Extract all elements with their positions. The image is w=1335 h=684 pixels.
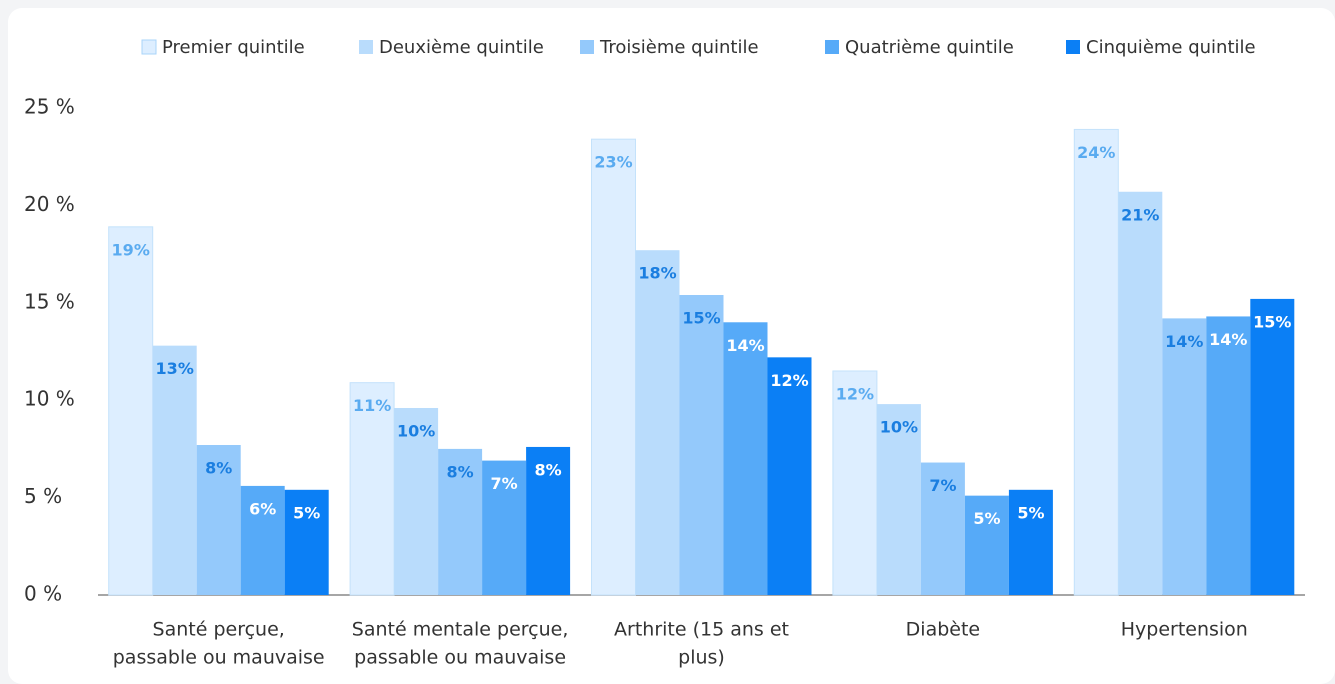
bar — [394, 407, 439, 595]
x-tick-label: Hypertension — [1121, 619, 1248, 641]
legend-swatch — [359, 40, 373, 54]
legend-label: Premier quintile — [162, 37, 305, 58]
legend-label: Deuxième quintile — [379, 37, 544, 58]
bar — [438, 448, 483, 595]
value-label: 18% — [638, 264, 676, 283]
bar — [1008, 489, 1053, 595]
value-label: 12% — [836, 384, 874, 403]
value-label: 5% — [973, 509, 1000, 528]
value-label: 11% — [353, 396, 391, 415]
value-label: 10% — [397, 421, 435, 440]
y-tick-label: 20 % — [24, 192, 75, 216]
bar — [482, 460, 527, 595]
bar — [1206, 316, 1251, 595]
bar — [240, 485, 285, 595]
bar — [964, 495, 1009, 595]
value-label: 19% — [112, 240, 150, 259]
value-label: 14% — [1165, 332, 1203, 351]
value-label: 14% — [1209, 330, 1247, 349]
value-label: 10% — [880, 418, 918, 437]
bar — [723, 322, 768, 595]
value-label: 8% — [447, 462, 474, 481]
value-label: 5% — [1017, 503, 1044, 522]
bar — [526, 446, 571, 595]
value-label: 5% — [293, 503, 320, 522]
value-label: 8% — [535, 460, 562, 479]
legend-label: Troisième quintile — [599, 37, 759, 58]
y-tick-label: 0 % — [24, 582, 62, 606]
y-tick-label: 15 % — [24, 289, 75, 313]
x-tick-label: Arthrite (15 ans et — [614, 619, 789, 641]
bar — [152, 345, 197, 595]
value-label: 14% — [726, 336, 764, 355]
y-tick-label: 25 % — [24, 95, 75, 119]
x-tick-label: plus) — [678, 647, 725, 669]
bar — [920, 462, 965, 595]
bar — [1162, 318, 1207, 595]
value-label: 12% — [770, 371, 808, 390]
legend-swatch — [141, 39, 157, 55]
value-label: 8% — [205, 459, 232, 478]
bar — [108, 226, 154, 596]
bar — [832, 370, 878, 596]
value-label: 21% — [1121, 205, 1159, 224]
value-label: 7% — [491, 474, 518, 493]
bar — [349, 382, 395, 596]
y-tick-label: 10 % — [24, 387, 75, 411]
value-label: 7% — [929, 476, 956, 495]
legend-swatch — [825, 40, 839, 54]
bar — [876, 404, 921, 595]
value-label: 24% — [1077, 143, 1115, 162]
bar — [284, 489, 329, 595]
y-tick-label: 5 % — [24, 484, 62, 508]
value-label: 15% — [1253, 312, 1291, 331]
bar — [196, 445, 241, 595]
x-tick-label: passable ou mauvaise — [354, 647, 566, 669]
value-label: 6% — [249, 499, 276, 518]
bar — [679, 295, 724, 595]
legend-label: Quatrième quintile — [845, 37, 1014, 58]
bar — [1073, 128, 1119, 596]
x-tick-label: passable ou mauvaise — [113, 647, 325, 669]
legend-label: Cinquième quintile — [1086, 37, 1256, 58]
bar — [767, 357, 812, 595]
bar — [1250, 298, 1295, 595]
x-tick-label: Diabète — [906, 619, 980, 641]
x-tick-label: Santé perçue, — [153, 619, 285, 641]
value-label: 13% — [156, 359, 194, 378]
legend-swatch — [1066, 40, 1080, 54]
value-label: 23% — [594, 153, 632, 172]
x-tick-label: Santé mentale perçue, — [352, 619, 569, 641]
bar — [591, 138, 636, 596]
legend-swatch — [580, 40, 594, 54]
bar — [1118, 191, 1163, 595]
value-label: 15% — [682, 309, 720, 328]
bar — [635, 250, 680, 596]
